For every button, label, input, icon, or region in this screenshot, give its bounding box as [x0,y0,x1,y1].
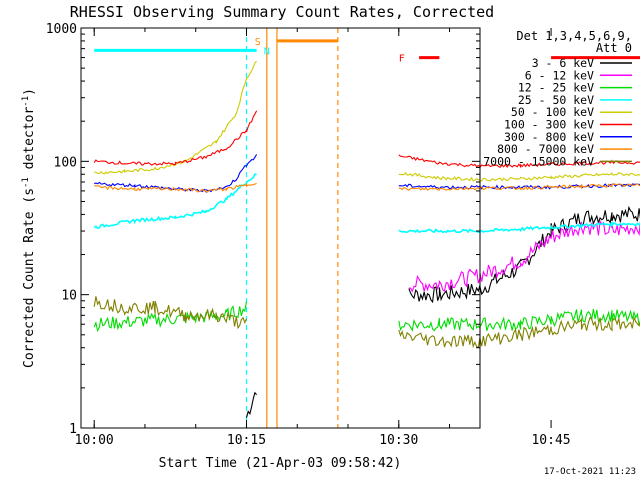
legend-label-1: 6 - 12 keV [525,68,594,82]
series-line-6 [93,154,640,194]
legend-label-0: 3 - 6 keV [532,56,594,70]
x-tick-label-2: 10:30 [379,433,418,448]
series-line-5 [93,110,640,170]
flag-label-s: S [255,37,261,48]
y-tick-label-1: 10 [61,289,77,304]
series-line-1 [408,219,640,293]
legend-label-2: 12 - 25 keV [518,81,594,95]
series-line-7 [94,182,640,193]
plot-frame [80,27,481,429]
plot-area: SN F [93,28,640,428]
flag-label-n: N [264,46,270,57]
y-tick-label-3: 1000 [46,22,77,37]
legend-label-3: 25 - 50 keV [518,93,594,107]
x-tick-label-3: 10:45 [531,433,570,448]
legend-label-7: 800 - 7000 keV [497,142,594,156]
legend-header-line-1: Det 1,3,4,5,6,9, [516,29,632,43]
legend-header-line-2: Att 0 [596,41,632,55]
series-line-8 [93,296,640,349]
series-line-0 [245,205,640,418]
y-axis-label: Corrected Count Rate (s-1 detector-1) [21,88,37,368]
y-tick-label-0: 1 [69,422,77,437]
series-line-3 [93,173,640,234]
axes: 10:0010:1510:3010:4511:0011:1511:3011010… [46,22,571,448]
legend-label-6: 300 - 800 keV [504,130,594,144]
legend-label-4: 50 - 100 keV [511,105,594,119]
series-line-2 [93,301,640,333]
legend-label-5: 100 - 300 keV [504,118,594,132]
flag-label-f: F [399,54,405,65]
x-tick-label-1: 10:15 [227,433,266,448]
chart-title: RHESSI Observing Summary Count Rates, Co… [70,3,494,21]
footer-date: 17-Oct-2021 11:23 [544,467,636,477]
legend-label-8: 7000 - 15000 keV [483,154,594,168]
x-tick-label-0: 10:00 [75,433,114,448]
y-tick-label-2: 100 [54,155,77,170]
x-axis-label: Start Time (21-Apr-03 09:58:42) [159,456,402,471]
